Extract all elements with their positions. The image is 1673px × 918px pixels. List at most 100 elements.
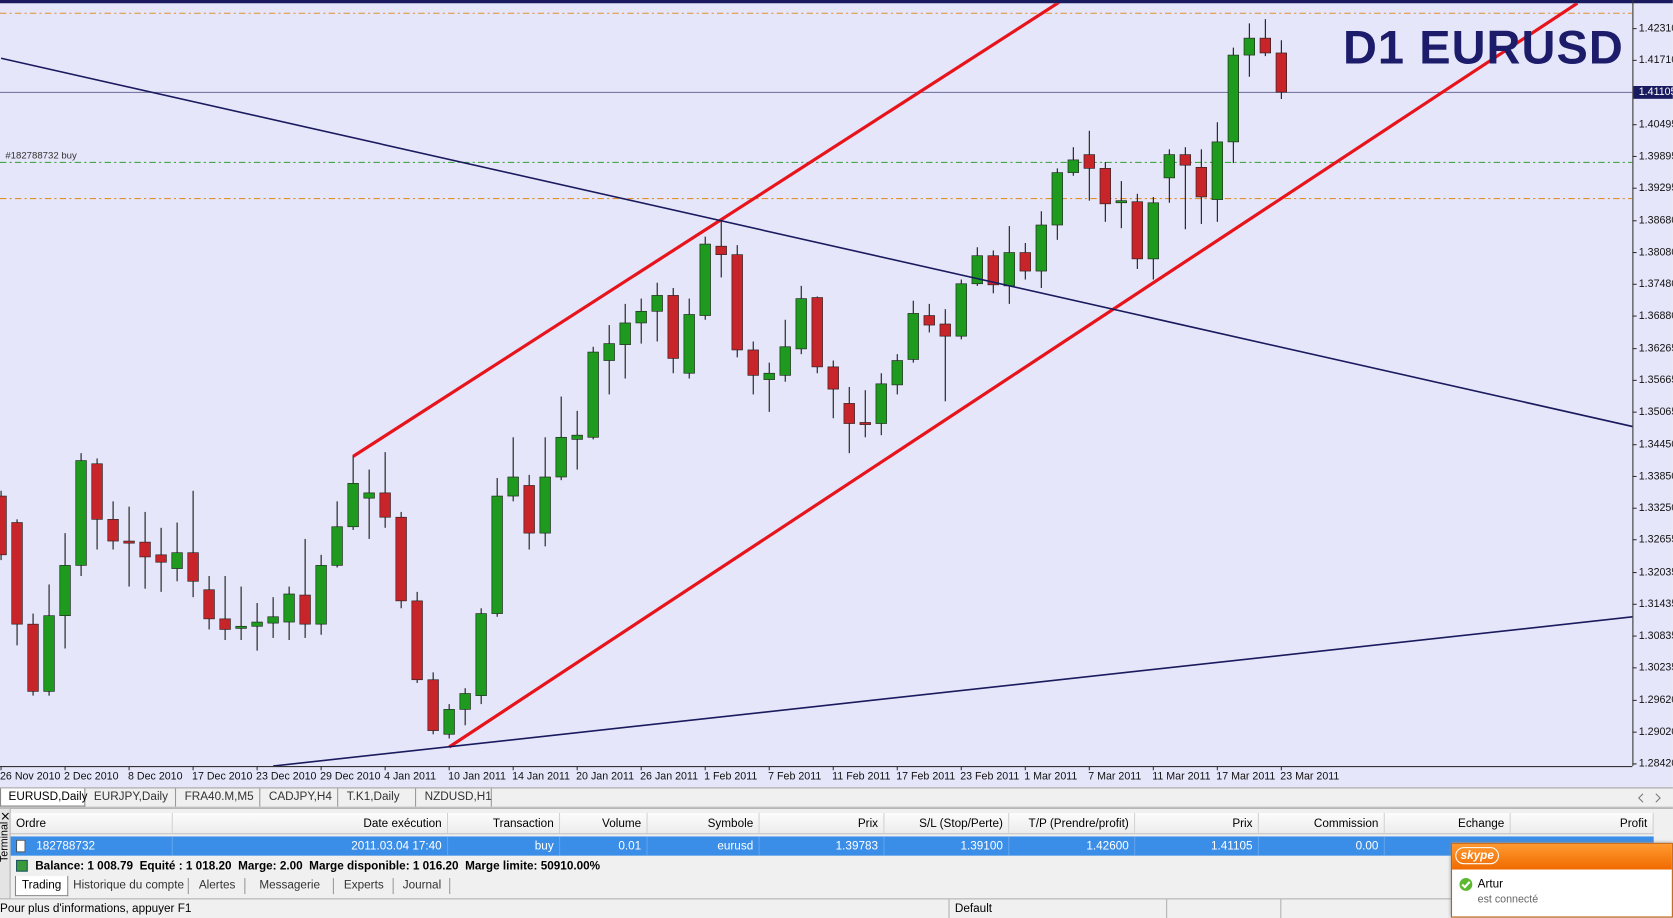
candle-body <box>955 283 967 337</box>
column-header[interactable]: S/L (Stop/Perte) <box>884 812 1010 835</box>
terminal-tab[interactable]: Messagerie <box>246 878 334 895</box>
candle-body <box>1163 154 1175 179</box>
order-row[interactable] <box>10 836 1654 856</box>
candle-body <box>443 709 455 735</box>
y-tick-label: 1.28420 <box>1639 758 1673 770</box>
y-tick-label: 1.33850 <box>1639 470 1673 482</box>
candle-body <box>971 255 983 285</box>
column-header[interactable]: Profit <box>1510 812 1654 835</box>
notification-status: est connecté <box>1477 894 1539 906</box>
column-header[interactable]: Prix <box>759 812 885 835</box>
status-separator <box>948 899 950 918</box>
candle-body <box>75 460 87 566</box>
candle-body <box>1115 200 1127 204</box>
candle-body <box>1179 154 1191 166</box>
column-header[interactable]: Volume <box>560 812 648 835</box>
order-cell: 1.39783 <box>760 836 885 856</box>
chart-tab[interactable]: T.K1,Daily <box>339 788 417 807</box>
terminal-tab[interactable]: Trading <box>14 875 69 897</box>
candle-body <box>811 297 823 368</box>
tab-scroll-arrows[interactable] <box>1634 790 1666 807</box>
candle-body <box>1067 159 1079 173</box>
candle-body <box>1259 37 1271 54</box>
candle-body <box>635 310 647 324</box>
order-cell: eurusd <box>648 836 760 856</box>
candle-body <box>427 679 439 731</box>
close-icon[interactable] <box>0 811 11 822</box>
notification-header: skype <box>1452 843 1672 870</box>
candle-body <box>107 519 119 542</box>
chart-tab[interactable]: FRA40.M,M5 <box>177 788 261 807</box>
candle-body <box>1131 201 1143 260</box>
chart-tab[interactable]: EURJPY,Daily <box>86 788 177 807</box>
terminal-panel: Terminal Ordre Date exécution Transaction V… <box>0 807 1673 900</box>
candle-body <box>651 295 663 312</box>
column-header[interactable]: Commission <box>1258 812 1385 835</box>
x-tick-label: 26 Jan 2011 <box>640 771 698 783</box>
terminal-tab[interactable]: Historique du compte <box>69 878 189 895</box>
x-tick-label: 14 Jan 2011 <box>512 771 570 783</box>
y-tick-label: 1.38680 <box>1639 215 1673 227</box>
y-tick-label: 1.35065 <box>1639 406 1673 418</box>
column-header[interactable]: Prix <box>1135 812 1259 835</box>
x-tick-label: 29 Dec 2010 <box>320 771 381 783</box>
trend-line <box>352 3 1061 458</box>
y-tick-label: 1.35665 <box>1639 374 1673 386</box>
candle-body <box>411 600 423 681</box>
candle-body <box>0 495 7 556</box>
x-tick-label: 23 Feb 2011 <box>960 771 1019 783</box>
status-help: Pour plus d'informations, appuyer F1 <box>0 902 192 916</box>
candle-body <box>555 436 567 478</box>
order-cell: 1.41105 <box>1135 836 1259 856</box>
y-tick-label: 1.31435 <box>1639 598 1673 610</box>
column-header[interactable]: Echange <box>1384 812 1511 835</box>
column-header[interactable]: Transaction <box>448 812 561 835</box>
account-summary: Balance: 1 008.79 Equité : 1 018.20 Marg… <box>35 856 600 876</box>
candle-body <box>603 343 615 361</box>
candle-body <box>187 552 199 582</box>
x-tick-label: 23 Mar 2011 <box>1280 771 1339 783</box>
column-header[interactable]: Symbole <box>647 812 760 835</box>
candle-body <box>731 254 743 351</box>
y-tick-label: 1.36880 <box>1639 310 1673 322</box>
chart-tab[interactable]: NZDUSD,H1 <box>417 788 492 807</box>
candle-body <box>267 616 279 624</box>
terminal-tab[interactable]: Alertes <box>190 878 246 895</box>
candle-body <box>939 323 951 337</box>
y-tick-label: 1.29020 <box>1639 726 1673 738</box>
candle-body <box>91 463 103 520</box>
candle-body <box>1211 141 1223 200</box>
candle-body <box>795 298 807 350</box>
summary-icon <box>16 859 28 872</box>
order-cell: 182788732 <box>11 836 173 856</box>
candle-body <box>987 255 999 286</box>
candle-body <box>1099 168 1111 205</box>
chart-tab[interactable]: CADJPY,H4 <box>261 788 339 807</box>
candle-body <box>395 516 407 602</box>
chart-background <box>0 0 1673 787</box>
column-header[interactable]: T/P (Prendre/profit) <box>1009 812 1136 835</box>
chart-tab[interactable]: EURUSD,Daily <box>0 788 87 807</box>
skype-notification[interactable]: skype Artur est connecté <box>1450 842 1673 918</box>
candle-body <box>203 589 215 620</box>
candle-body <box>475 613 487 696</box>
trend-line <box>0 57 1633 428</box>
candle-body <box>379 492 391 518</box>
terminal-tab[interactable]: Journal <box>395 878 451 895</box>
status-bar: Pour plus d'informations, appuyer F1 Def… <box>0 898 1673 918</box>
x-tick-label: 17 Mar 2011 <box>1216 771 1275 783</box>
column-header[interactable]: Date exécution <box>172 812 449 835</box>
x-tick-label: 1 Feb 2011 <box>704 771 757 783</box>
x-tick-label: 2 Dec 2010 <box>64 771 119 783</box>
candle-body <box>779 346 791 376</box>
column-header[interactable]: Ordre <box>10 812 173 835</box>
candle-body <box>523 485 535 534</box>
y-tick-label: 1.39895 <box>1639 150 1673 162</box>
candle-body <box>715 245 727 255</box>
trend-line <box>273 616 1633 767</box>
last-price-box <box>1633 85 1673 99</box>
candle-body <box>1083 154 1095 169</box>
terminal-tab[interactable]: Experts <box>335 878 394 895</box>
order-cell: 1.39100 <box>884 836 1010 856</box>
